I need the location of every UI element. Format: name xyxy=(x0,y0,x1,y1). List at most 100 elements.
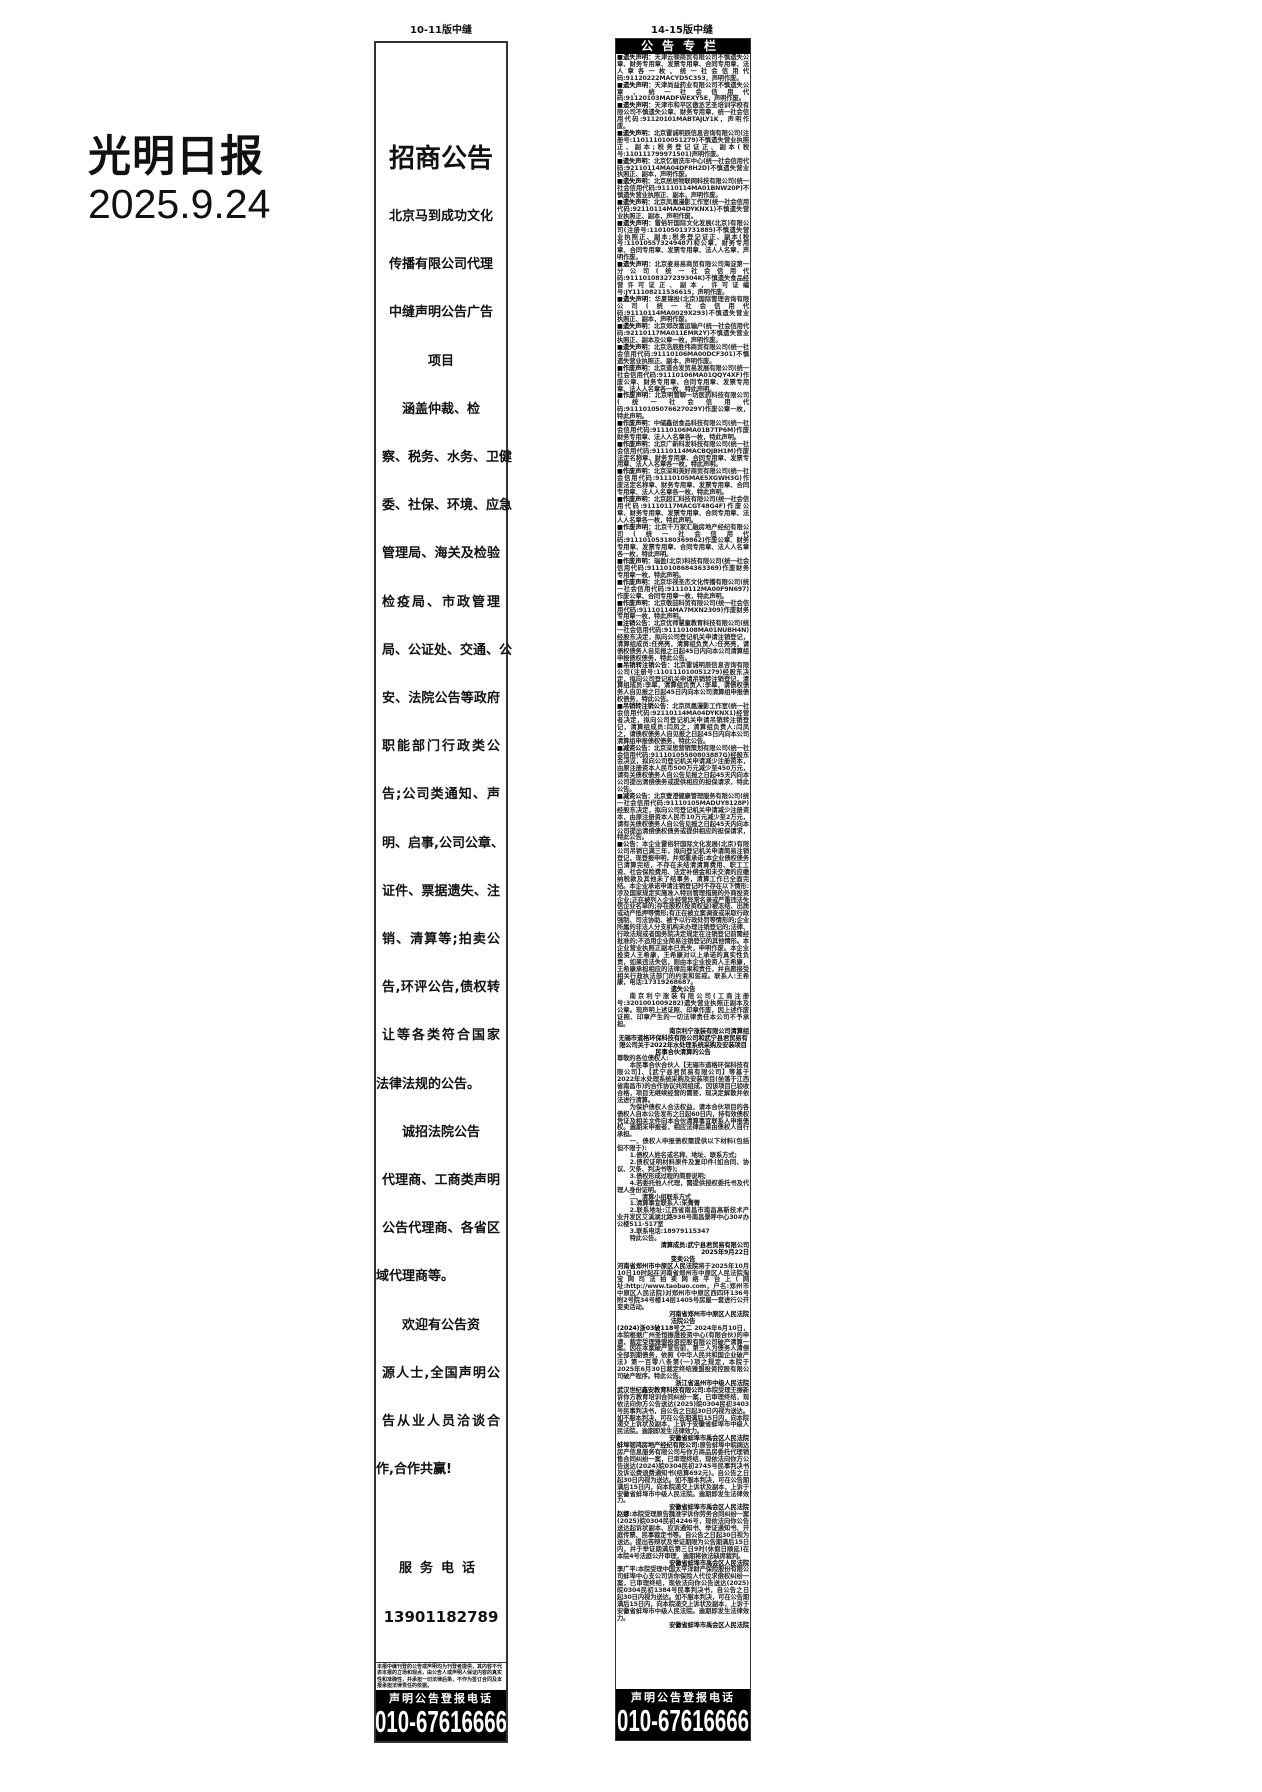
notice-text: 本院受理王振新诉你方教育培训合同纠纷一案，已审理终结，现依法向你方公告送达(20… xyxy=(617,1386,749,1436)
notice-text: 浙江省温州市中级人民法院 xyxy=(675,1380,749,1387)
notice-item: 浙江省温州市中级人民法院 xyxy=(617,1380,749,1388)
notice-text: 华夏锦投(北京)国际管理咨询有限公司(统一社会信用代码:91110114MA00… xyxy=(617,295,749,324)
notice-text: 北京道合发贸易发展有限公司(统一社会信用代码:91110106MA01QQY4X… xyxy=(617,364,749,393)
notice-item: 法院公告 xyxy=(617,1318,749,1326)
notice-item: ■遗失声明：天津市和平区傲丞艺圣培训学校有限公司不慎遗失公章、财务专用章，统一社… xyxy=(617,102,749,131)
notice-text: 无锡市道格环保科技有限公司和武宁县君贸易有限公司关于2022年水处理系统采购及安… xyxy=(618,1034,748,1056)
notice-item: ■作废声明：北京华视圣杰文化传播有限公司(统一社会信用代码:91110112MA… xyxy=(617,578,749,601)
notice-type: ■遗失声明： xyxy=(617,219,655,227)
notice-text: 天津市和平区傲丞艺圣培训学校有限公司不慎遗失公章、财务专用章，统一社会信用代码:… xyxy=(617,102,749,131)
notice-text: 1.债权人姓名或名称、地址、联系方式; xyxy=(629,1152,737,1160)
ad-line: 察、税务、水务、卫健 xyxy=(382,450,513,465)
notice-item: 无锡市道格环保科技有限公司和武宁县君贸易有限公司关于2022年水处理系统采购及安… xyxy=(617,1034,749,1057)
notice-item: ■作废声明：北京敬喆科贸有限公司(统一社会信用代码:91110114MA7MXN… xyxy=(617,599,749,622)
notice-text: 本院受理中国太平洋财产保险股份有限公司蚌埠中心支公司诉你保险人代位求偿权纠纷一案… xyxy=(617,1566,749,1622)
notice-type: ■遗失声明： xyxy=(617,344,654,352)
notice-text: 遗失公告 xyxy=(670,986,696,994)
newspaper-name: 光明日报 xyxy=(88,132,264,182)
hotline-number: 010-67616666 xyxy=(376,1704,506,1739)
notice-item: ■注销公告：北京优师慧童教育科技有限公司(统一社会信用代码:91110108MA… xyxy=(617,620,749,662)
notice-type: ■遗失声明： xyxy=(617,54,655,61)
notice-item: ■遗失声明：北京居居物联网科技有限公司(统一社会信用代码:91110114MA0… xyxy=(617,178,749,200)
notice-item: ■遗失声明：北京忆丽洗车中心(统一社会信用代码:92110114MA04DF8H… xyxy=(617,158,749,180)
notice-item: ■遗失声明：华夏锦投(北京)国际管理咨询有限公司(统一社会信用代码:911101… xyxy=(617,295,749,325)
notice-item: 一、债权人申报债权需提供以下材料(包括但不限于): xyxy=(617,1138,749,1153)
notice-type: ■遗失声明： xyxy=(617,81,655,89)
notice-item: 李广平:本院受理中国太平洋财产保险股份有限公司蚌埠中心支公司诉你保险人代位求偿权… xyxy=(617,1566,749,1622)
notice-item: ■遗失声明：雷俗轩国际文化发展(北京)有限公司(注册号:110105013731… xyxy=(617,219,749,262)
notice-text: 北京优师慧童教育科技有限公司(统一社会信用代码:91110108MA01NUBH… xyxy=(617,620,749,662)
ad-line: 管理局、海关及检验 xyxy=(382,546,500,562)
notice-type: ■作废声明： xyxy=(617,364,654,372)
notice-item: ■作废声明：中储鑫创食品科技有限公司(统一社会信用代码:91110106MA01… xyxy=(617,420,749,442)
notice-type: ■吊销转注销公告： xyxy=(617,661,674,669)
notice-text: 北京明管聊一坊医药科技有限公司(统一社会信用代码:911101050766270… xyxy=(617,392,749,421)
ad-line: 职能部门行政类公 xyxy=(382,739,500,755)
ad-line: 法律法规的公告。 xyxy=(376,1076,481,1092)
notice-item: ■遗失声明：北京凤凰漫影工作室(统一社会信用代码:92110114MA04DYK… xyxy=(617,199,749,221)
notice-text: 北京壹澄健康管理服务有限公司(统一社会信用代码:91110105MADUY812… xyxy=(617,792,749,842)
notice-item: 安徽省蚌埠市禹会区人民法院 xyxy=(617,1622,749,1630)
notice-item: 遗失公告 xyxy=(617,986,749,994)
notice-item: (2024)浙03破118号之二 2024年6月10日，本院根据广州圣恒振晟投资… xyxy=(617,1325,749,1381)
notice-item: 安徽省蚌埠市禹会区人民法院 xyxy=(617,1435,749,1443)
notice-item: 2025年9月22日 xyxy=(617,1249,749,1257)
notice-type: 李广平: xyxy=(617,1566,638,1574)
notice-item: 特此公告。 xyxy=(617,1235,749,1243)
notice-type: ■作废声明： xyxy=(617,599,654,607)
ad-line: 检疫局、市政管理 xyxy=(382,594,500,610)
notice-text: 尊敬的各位债权人: xyxy=(617,1055,669,1063)
notice-item: 二、清算小组联系方式 xyxy=(617,1194,749,1202)
notice-type: ■减资公告： xyxy=(617,744,654,752)
ad-line: 诚招法院公告 xyxy=(402,1124,481,1140)
notice-item: 南京利宁涨装有限公司(工商注册号:3201001009282)遗失营业执照正副本… xyxy=(617,993,749,1029)
notice-text: 4.若委托他人代理，需提供授权委托书及代理人身份证明。 xyxy=(617,1179,749,1194)
notice-type: 武汉世纪鑫安教育科技有限公司: xyxy=(617,1386,706,1394)
notice-type: ■减资公告： xyxy=(617,792,654,800)
ad-line: 源人士,全国声明公 xyxy=(382,1365,500,1381)
notice-type: 赵娜: xyxy=(617,1511,632,1519)
ad-line: 让等各类符合国家 xyxy=(382,1028,500,1044)
notice-item: ■作废声明：北京深和美好商贸有限公司(统一社会信用代码:91110105MAE5… xyxy=(617,468,749,497)
notice-text: 北京凤凰漫影工作室(统一社会信用代码:92110114MA04DYKNX1)经营… xyxy=(617,703,749,745)
hotline-footer: 声明公告登报电话 010-67616666 xyxy=(616,1689,750,1740)
notice-column: 公告专栏 ■遗失声明：天津云顿商贸有限公司不慎遗失公章、财务专用章、发票专用章、… xyxy=(615,38,751,1741)
notice-type: ■作废声明： xyxy=(617,578,654,586)
notice-text: 北京雷诚明辰信息咨询有限公司(注册号:110111010051279)不慎遗失营… xyxy=(617,129,749,158)
notice-text: 北京敬喆科贸有限公司(统一社会信用代码:91110114MA7MXN2309)作… xyxy=(617,599,749,621)
notice-type: ■遗失声明： xyxy=(617,295,655,303)
notice-column-title: 公告专栏 xyxy=(616,39,750,54)
ad-line: 证件、票据遗失、注 xyxy=(382,883,500,899)
notice-item: ■吊销转注销公告：北京凤凰漫影工作室(统一社会信用代码:92110114MA04… xyxy=(617,703,749,745)
notice-text: 北京千万家汇融房地产经纪有限公司(统一社会信用代码:91110105318036… xyxy=(617,523,749,559)
notice-item: ■遗失声明：北京郑改富运输户(统一社会信用代码:92110117MA011EMR… xyxy=(617,323,749,345)
notice-item: ■遗失声明：天津云顿商贸有限公司不慎遗失公章、财务专用章、发票专用章、合同专用章… xyxy=(617,54,749,83)
left-column-label: 10-11版中缝 xyxy=(410,25,472,36)
ad-title: 招商公告 xyxy=(388,144,493,174)
notice-item: 2.债权证明材料原件及复印件(如合同、协议、欠条、判决书等); xyxy=(617,1159,749,1174)
ad-line: 告;公司类通知、声 xyxy=(382,787,500,803)
ad-line: 北京马到成功文化 xyxy=(388,209,493,224)
ad-line: 委、社保、环境、应急 xyxy=(382,498,513,514)
notice-text: 瑞盈(北京)科技有限公司(统一社会信用代码:91110108684363369)… xyxy=(617,558,749,579)
notice-type: 河南省郑州市中原区人民法院 xyxy=(617,1262,699,1270)
notice-text: 安徽省蚌埠市禹会区人民法院 xyxy=(669,1435,749,1443)
ad-line: 传播有限公司代理 xyxy=(388,257,493,273)
notice-type: ■作废声明： xyxy=(617,558,654,566)
notice-item: 2.联系地址:江西省南昌市南昌高新技术产业开发区艾溪湖北路936号南昌景呼中心3… xyxy=(617,1207,749,1229)
hotline-label: 声明公告登报电话 xyxy=(389,1692,493,1705)
notice-text: 雷俗轩国际文化发展(北京)有限公司(注册号:110105013731885)不慎… xyxy=(617,219,749,262)
notice-text: 北京超汇科技有限公司(统一社会信用代码:91110117MACGT48G4F)作… xyxy=(617,496,749,524)
notice-item: ■作废声明：北京明管聊一坊医药科技有限公司(统一社会信用代码:911101050… xyxy=(617,392,749,421)
hotline-number: 010-67616666 xyxy=(616,1703,749,1738)
notice-text: 将于2025年10月10日10时起在河南省郑州市中原区人民法院淘宝网司法拍卖网络… xyxy=(617,1262,749,1312)
notice-text: 本民事合伙合伙人【无锡市道格环保科技有限公司】、【武宁县君贸易有限公司】等基于2… xyxy=(617,1062,749,1104)
notice-item: 1.债权人姓名或名称、地址、联系方式; xyxy=(617,1152,749,1160)
notice-item: 南京利宁涨装有限公司清算组 xyxy=(617,1028,749,1036)
notice-text: 2.债权证明材料原件及复印件(如合同、协议、欠条、判决书等); xyxy=(617,1159,749,1173)
ad-line: 明、启事,公司公章、 xyxy=(382,835,504,851)
left-bottom-block: 本报中缝刊登的公告或声明均为刊登者提供，其内容不代表本报的立场和观点，由公告人或… xyxy=(376,1662,506,1741)
notice-text: 北京雷诚明辰信息咨询有限公司(注册号:110111010051279)经股东决定… xyxy=(617,661,749,704)
notice-text: 北京麦易易商贸有限公司海淀第一分公司(统一社会信用代码:911101083272… xyxy=(617,261,749,296)
notice-item: 安徽省蚌埠市禹会区人民法院 xyxy=(617,1504,749,1512)
